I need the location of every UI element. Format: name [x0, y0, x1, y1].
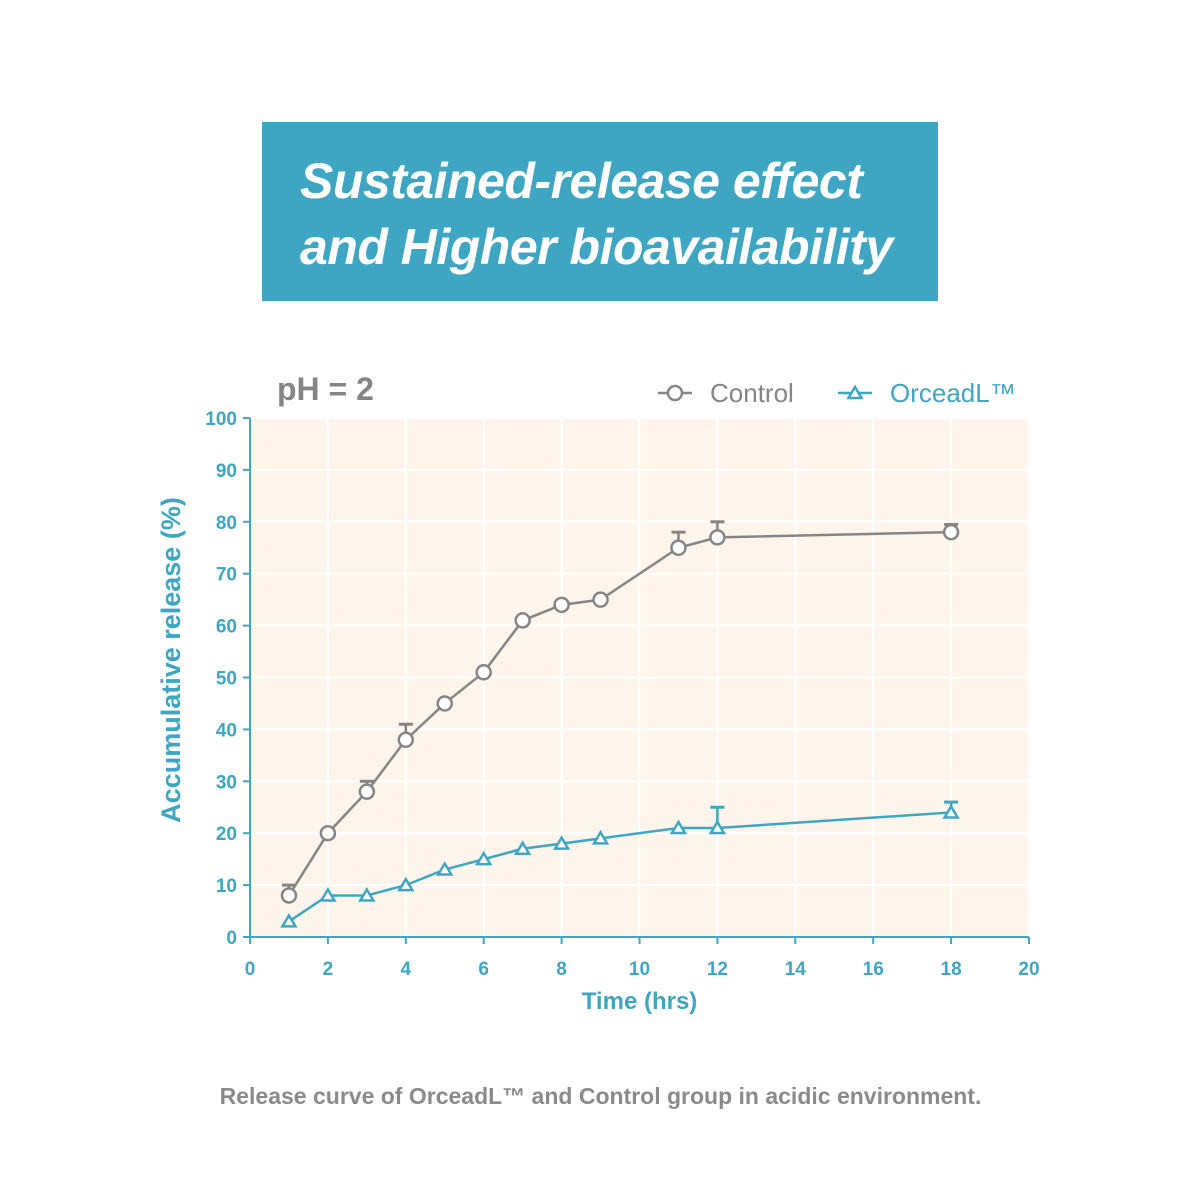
series-orceadl-point	[475, 850, 493, 866]
series-orceadl-point	[552, 835, 571, 850]
x-tick-label: 2	[323, 959, 334, 980]
series-orceadl-group	[280, 800, 960, 928]
series-orceadl-point	[397, 876, 415, 892]
y-axis-label: Accumulative release (%)	[156, 497, 186, 823]
series-orceadl-point	[319, 887, 337, 902]
x-tick-label: 16	[863, 959, 884, 980]
series-control-point	[436, 695, 453, 712]
series-control-point	[553, 596, 570, 614]
series-control-point	[397, 731, 415, 749]
y-tick-label: 60	[216, 617, 237, 638]
series-orceadl-point	[942, 803, 960, 819]
y-tick-label: 50	[216, 669, 237, 690]
series-orceadl-point	[669, 819, 688, 835]
series-control-point	[319, 824, 337, 842]
series-orceadl-line	[288, 811, 952, 923]
series-control-point	[592, 591, 609, 608]
y-tick-label: 40	[216, 720, 237, 741]
series-orceadl-point	[436, 861, 454, 876]
y-tick-label: 70	[216, 565, 237, 586]
legend-control-label: Control	[710, 378, 794, 408]
x-tick-label: 10	[629, 959, 650, 980]
series-control-point	[280, 887, 298, 904]
legend-orceadl-marker	[846, 384, 864, 400]
x-tick-label: 6	[478, 959, 489, 980]
series-control-point	[709, 529, 726, 546]
series-orceadl-point	[708, 819, 727, 835]
x-tick-label: 18	[941, 959, 962, 980]
y-tick-label: 90	[216, 461, 237, 482]
x-tick-label: 4	[401, 959, 412, 980]
series-control-group	[280, 520, 960, 904]
banner-title-line-2: and Higher bioavailability	[300, 219, 893, 275]
series-control-point	[942, 523, 960, 541]
series-control-point	[358, 783, 376, 800]
series-orceadl-point	[358, 887, 376, 902]
series-control-point	[475, 664, 492, 681]
ph-annotation: pH = 2	[277, 371, 374, 407]
x-tick-label: 20	[1018, 959, 1039, 980]
x-tick-label: 8	[556, 959, 567, 980]
legend-control-marker	[666, 384, 684, 402]
banner-title-line-1: Sustained-release effect	[300, 153, 863, 209]
series-orceadl-point	[280, 912, 298, 928]
title-banner	[262, 122, 938, 301]
legend-orceadl-label: OrceadL™	[890, 378, 1016, 408]
y-tick-label: 30	[216, 772, 237, 793]
x-tick-label: 12	[707, 959, 728, 980]
series-orceadl-point	[591, 829, 610, 845]
figure-caption: Release curve of OrceadL™ and Control gr…	[219, 1083, 982, 1109]
x-tick-label: 14	[785, 959, 807, 980]
y-tick-label: 100	[205, 409, 237, 430]
y-tick-label: 0	[226, 928, 237, 949]
series-control-point	[514, 612, 531, 629]
y-tick-label: 10	[216, 876, 237, 897]
x-axis-label: Time (hrs)	[582, 988, 698, 1015]
series-orceadl-point	[513, 840, 532, 856]
x-tick-label: 0	[245, 959, 256, 980]
y-tick-label: 20	[216, 824, 237, 845]
series-control-point	[670, 539, 687, 556]
y-tick-label: 80	[216, 513, 237, 534]
